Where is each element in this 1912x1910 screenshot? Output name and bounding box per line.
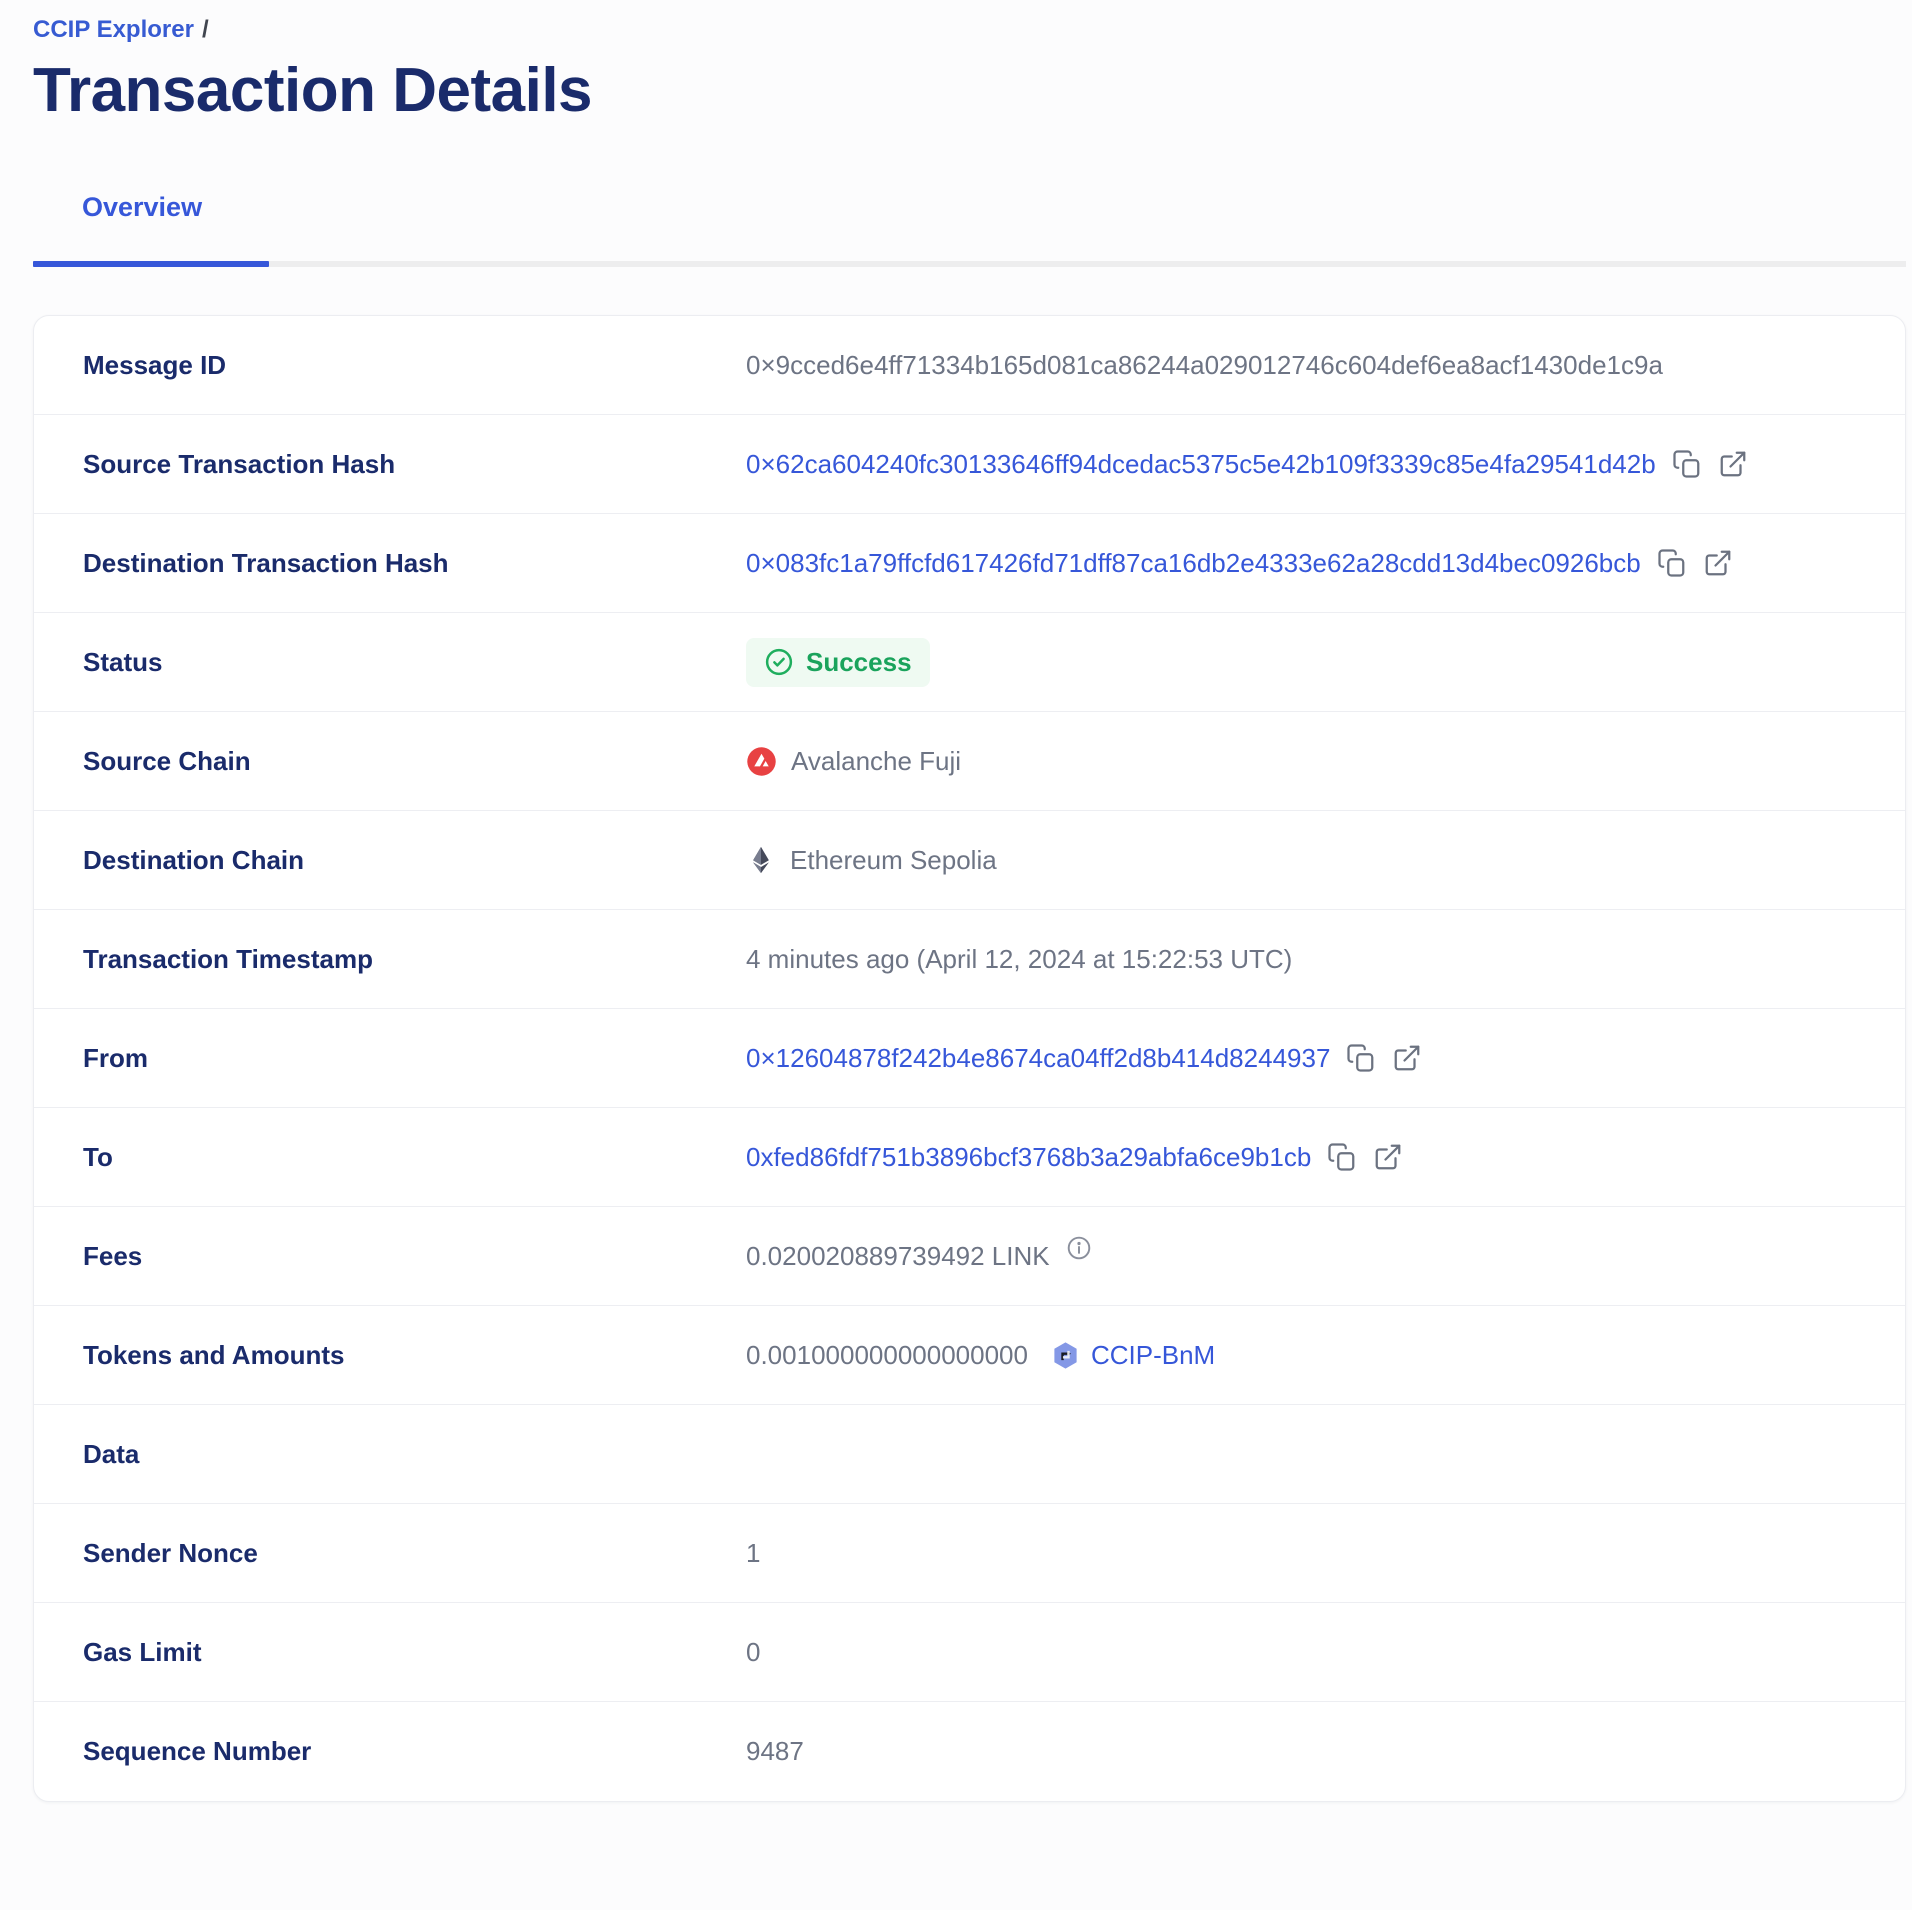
row-label: Status [83, 646, 163, 677]
row-dest-tx-hash: Destination Transaction Hash 0×083fc1a79… [34, 514, 1905, 614]
external-link-icon[interactable] [1718, 449, 1748, 479]
source-tx-hash-link[interactable]: 0×62ca604240fc30133646ff94dcedac5375c5e4… [746, 448, 1656, 479]
sequence-number-value: 9487 [746, 1736, 804, 1767]
row-gas-limit: Gas Limit 0 [34, 1603, 1905, 1703]
sender-nonce-value: 1 [746, 1537, 761, 1568]
row-status: Status Success [34, 613, 1905, 713]
transaction-details-card: Message ID 0×9cced6e4ff71334b165d081ca86… [33, 315, 1906, 1803]
row-sender-nonce: Sender Nonce 1 [34, 1504, 1905, 1604]
row-label: Transaction Timestamp [83, 943, 373, 974]
row-source-tx-hash: Source Transaction Hash 0×62ca604240fc30… [34, 415, 1905, 515]
row-label: Sender Nonce [83, 1537, 258, 1568]
token-name: CCIP-BnM [1090, 1339, 1216, 1370]
row-label: Message ID [83, 349, 227, 380]
row-label: Sequence Number [83, 1736, 312, 1767]
row-label: From [83, 1042, 148, 1073]
check-circle-icon [764, 647, 794, 677]
status-text: Success [806, 646, 912, 677]
row-label: Gas Limit [83, 1636, 202, 1667]
copy-icon[interactable] [1327, 1142, 1357, 1172]
info-icon[interactable] [1066, 1235, 1092, 1268]
tab-bar: Overview [33, 192, 1906, 268]
breadcrumb: CCIP Explorer / [33, 16, 1906, 45]
row-fees: Fees 0.020020889739492 LINK [34, 1207, 1905, 1307]
row-label: Tokens and Amounts [83, 1339, 345, 1370]
source-chain-value: Avalanche Fuji [746, 746, 961, 777]
source-chain-name: Avalanche Fuji [791, 745, 962, 776]
timestamp-value: 4 minutes ago (April 12, 2024 at 15:22:5… [746, 943, 1293, 974]
fees-value: 0.020020889739492 LINK [746, 1240, 1050, 1271]
row-label: Destination Chain [83, 844, 305, 875]
from-address-link[interactable]: 0×12604878f242b4e8674ca04ff2d8b414d82449… [746, 1042, 1331, 1073]
row-sequence-number: Sequence Number 9487 [34, 1702, 1905, 1801]
row-tokens-amounts: Tokens and Amounts 0.001000000000000000 … [34, 1306, 1905, 1406]
row-label: Source Transaction Hash [83, 448, 396, 479]
row-to: To 0xfed86fdf751b3896bcf3768b3a29abfa6ce… [34, 1108, 1905, 1208]
ethereum-icon [746, 845, 776, 875]
dest-chain-value: Ethereum Sepolia [746, 845, 997, 876]
external-link-icon[interactable] [1392, 1043, 1422, 1073]
row-label: Destination Transaction Hash [83, 547, 449, 578]
token-amount: 0.001000000000000000 [746, 1339, 1028, 1370]
row-label: To [83, 1141, 113, 1172]
status-badge: Success [746, 637, 930, 687]
breadcrumb-separator: / [201, 16, 209, 43]
active-tab-indicator [33, 261, 269, 268]
external-link-icon[interactable] [1373, 1142, 1403, 1172]
dest-chain-name: Ethereum Sepolia [790, 844, 997, 875]
dest-tx-hash-link[interactable]: 0×083fc1a79ffcfd617426fd71dff87ca16db2e4… [746, 547, 1641, 578]
avalanche-icon [746, 746, 777, 777]
copy-icon[interactable] [1672, 449, 1702, 479]
gas-limit-value: 0 [746, 1636, 761, 1667]
row-dest-chain: Destination Chain Ethereum Sepolia [34, 811, 1905, 911]
external-link-icon[interactable] [1703, 548, 1733, 578]
breadcrumb-ccip-explorer-link[interactable]: CCIP Explorer [33, 16, 194, 43]
row-label: Source Chain [83, 745, 251, 776]
row-timestamp: Transaction Timestamp 4 minutes ago (Apr… [34, 910, 1905, 1010]
copy-icon[interactable] [1657, 548, 1687, 578]
message-id-value: 0×9cced6e4ff71334b165d081ca86244a0290127… [746, 349, 1663, 380]
row-from: From 0×12604878f242b4e8674ca04ff2d8b414d… [34, 1009, 1905, 1109]
page-title: Transaction Details [33, 55, 593, 125]
row-source-chain: Source Chain Avalanche Fuji [34, 712, 1905, 812]
ccip-bnm-token-icon [1050, 1340, 1081, 1371]
row-message-id: Message ID 0×9cced6e4ff71334b165d081ca86… [34, 316, 1905, 416]
tab-overview[interactable]: Overview [82, 192, 203, 223]
row-label: Fees [83, 1240, 143, 1271]
row-label: Data [83, 1438, 140, 1469]
copy-icon[interactable] [1346, 1043, 1376, 1073]
to-address-link[interactable]: 0xfed86fdf751b3896bcf3768b3a29abfa6ce9b1… [746, 1141, 1312, 1172]
token-link[interactable]: CCIP-BnM [1050, 1340, 1215, 1371]
row-data: Data [34, 1405, 1905, 1505]
transaction-details-page: CCIP Explorer / Transaction Details Overv… [33, 16, 1906, 1803]
